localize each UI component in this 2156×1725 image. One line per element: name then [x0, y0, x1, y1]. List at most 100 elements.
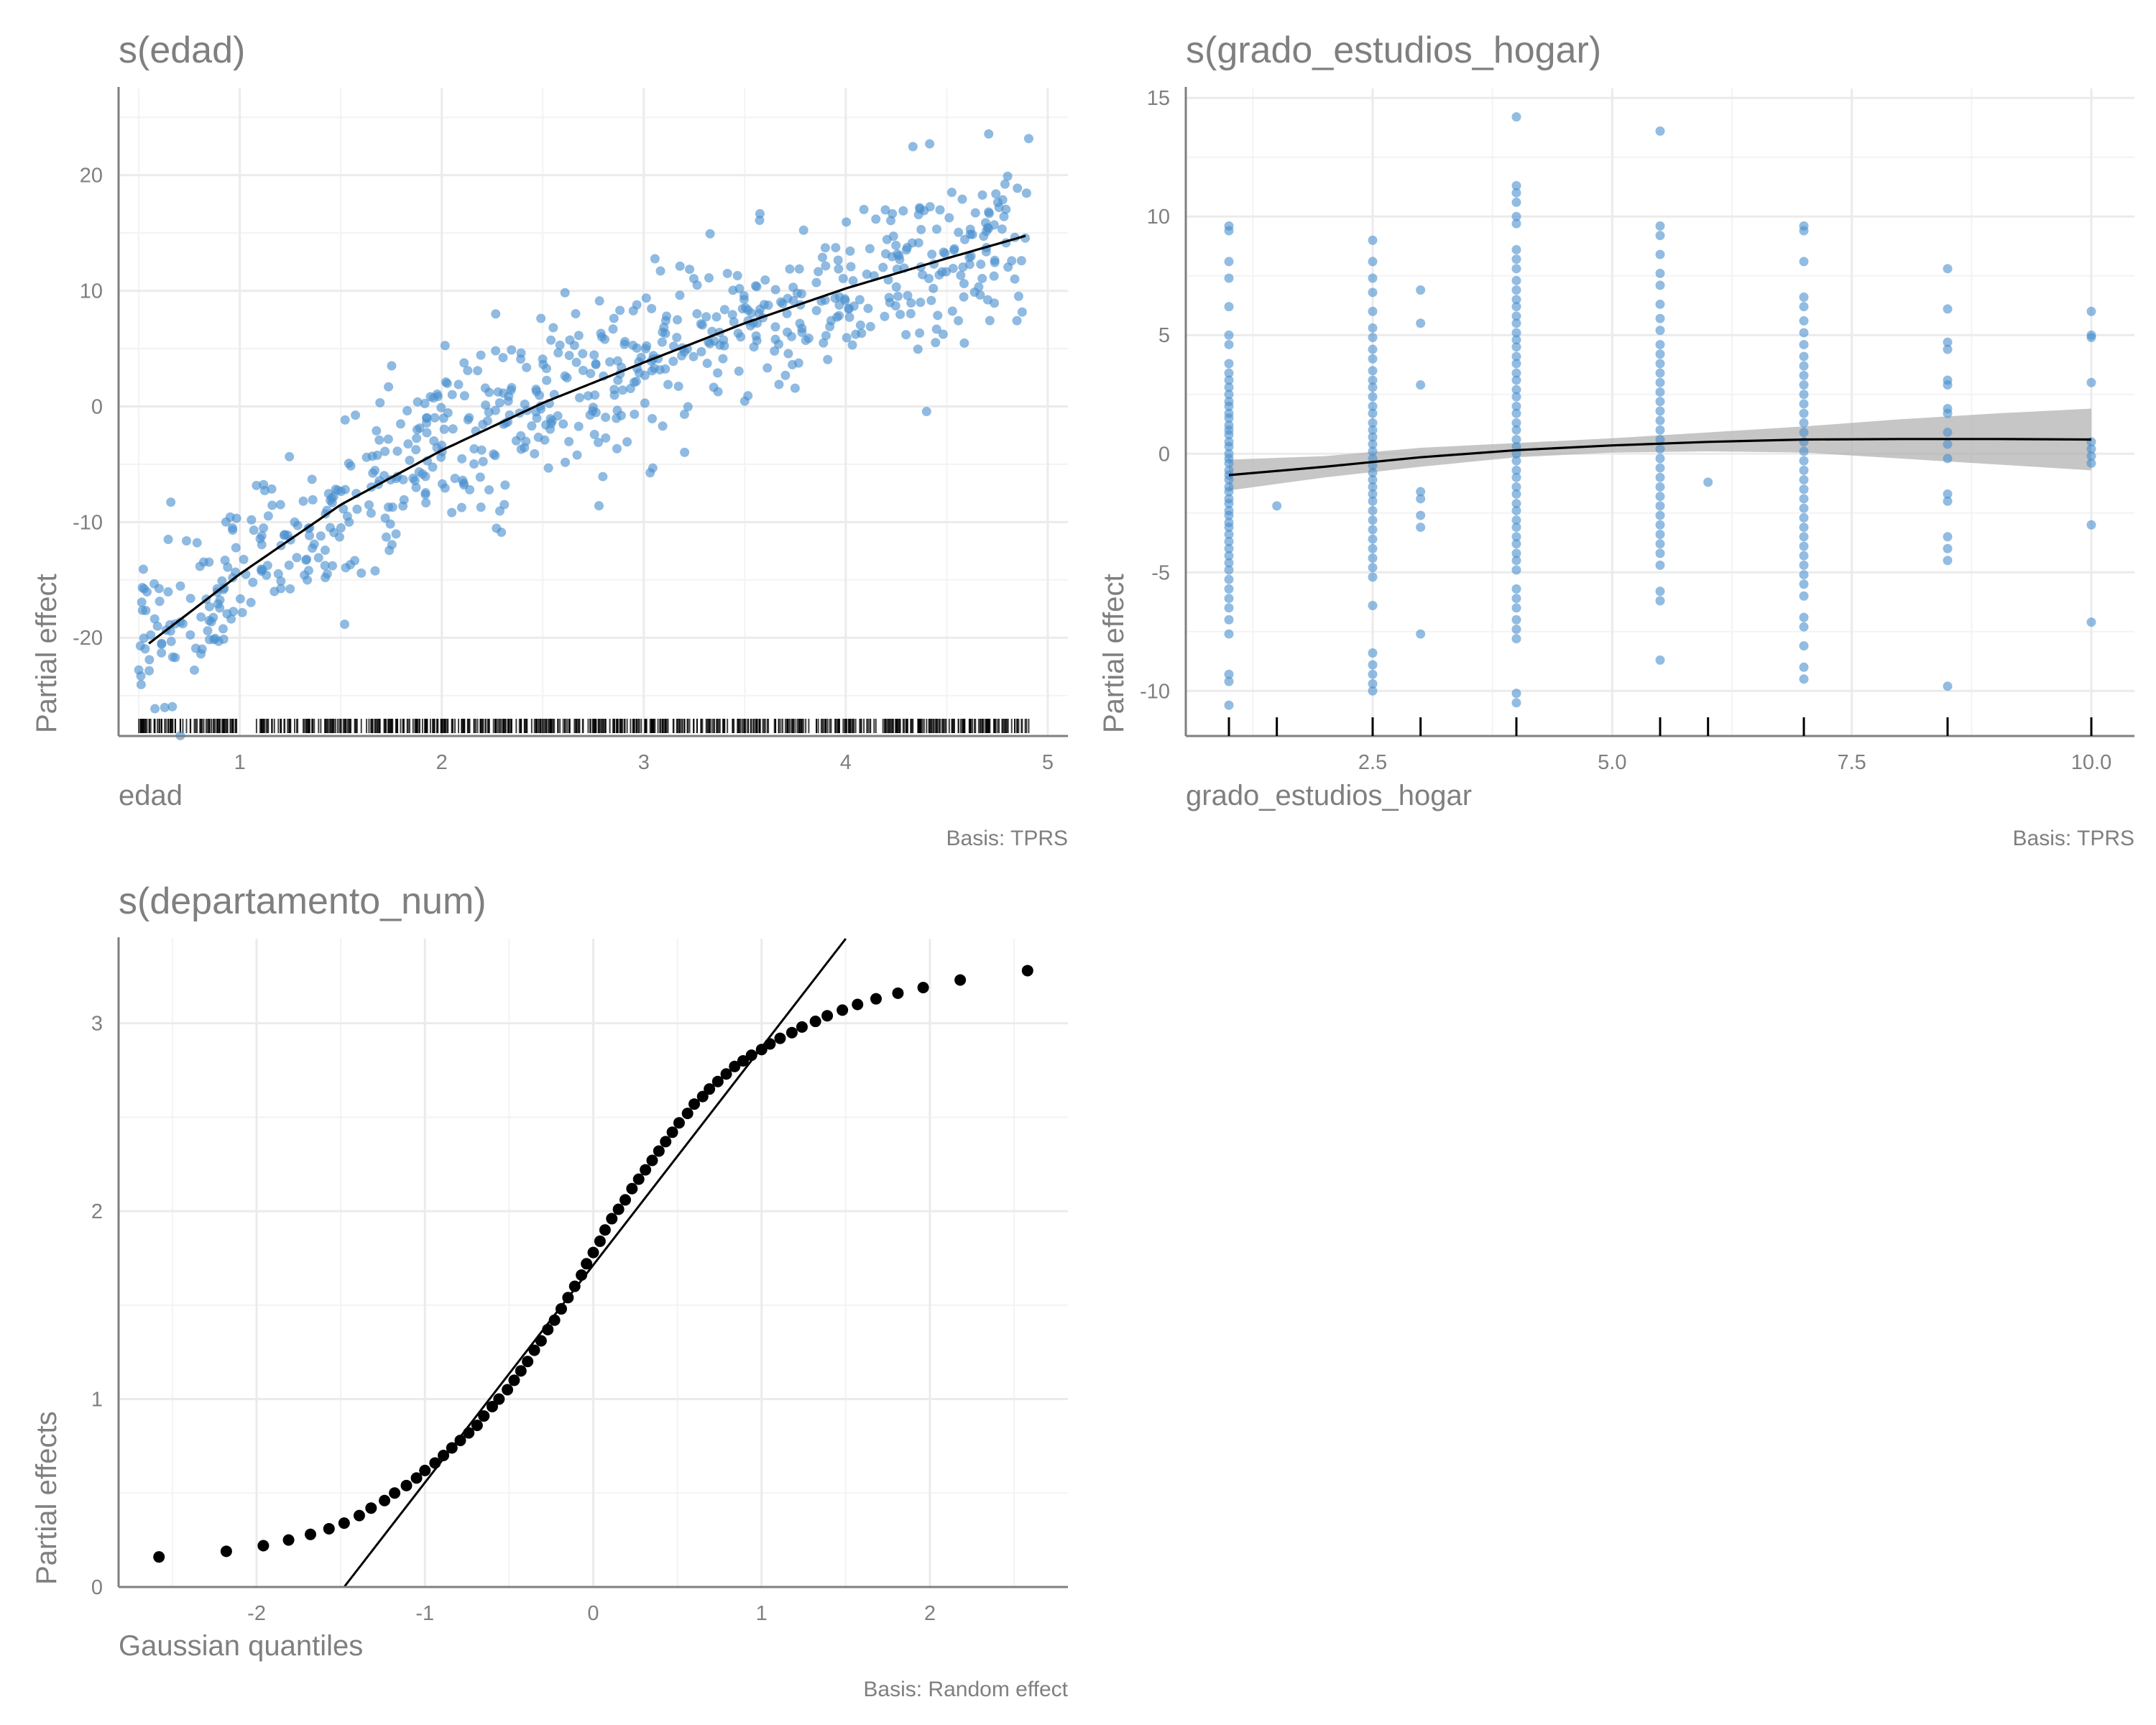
data-point	[998, 195, 1008, 205]
data-point	[977, 190, 987, 200]
scatter-points	[134, 129, 1033, 740]
x-axis-label: edad	[119, 780, 183, 811]
data-point	[1943, 454, 1953, 464]
data-point	[210, 633, 220, 643]
data-point	[1799, 316, 1809, 326]
data-point	[982, 295, 992, 305]
data-point	[1511, 342, 1521, 352]
data-point	[1368, 354, 1378, 364]
data-point	[957, 194, 967, 204]
data-point	[596, 328, 606, 339]
smooth-curve	[1228, 438, 2092, 477]
data-point	[1943, 344, 1953, 354]
data-point	[1224, 302, 1234, 312]
data-point	[573, 331, 584, 341]
data-point	[1655, 231, 1665, 241]
data-point	[842, 333, 852, 343]
data-point	[751, 331, 761, 341]
data-point	[770, 334, 780, 344]
data-point	[380, 446, 390, 456]
qq-point	[764, 1038, 776, 1050]
data-point	[949, 244, 959, 254]
data-point	[555, 340, 565, 350]
data-point	[453, 380, 464, 390]
data-point	[1368, 408, 1378, 418]
data-point	[403, 439, 413, 449]
data-point	[774, 380, 784, 390]
data-point	[157, 648, 167, 658]
data-point	[933, 310, 943, 321]
x-tick-label: 2	[436, 751, 448, 774]
qq-point	[688, 1098, 701, 1110]
data-point	[649, 363, 659, 373]
data-point	[558, 419, 568, 429]
data-point	[1799, 560, 1809, 570]
data-point	[915, 328, 925, 338]
qq-point	[755, 1044, 768, 1056]
qq-point	[438, 1449, 450, 1461]
data-point	[473, 366, 483, 376]
qq-point	[463, 1427, 475, 1439]
data-point	[989, 220, 999, 230]
data-point	[1511, 351, 1521, 362]
data-point	[1655, 415, 1665, 426]
data-point	[722, 268, 732, 278]
qq-point	[666, 1126, 678, 1138]
data-point	[1368, 475, 1378, 485]
data-point	[891, 240, 901, 250]
data-point	[1368, 563, 1378, 573]
data-point	[1368, 333, 1378, 343]
data-point	[225, 512, 235, 522]
data-point	[334, 532, 344, 542]
data-point	[530, 448, 540, 459]
data-point	[763, 363, 773, 373]
data-point	[859, 205, 869, 215]
data-point	[718, 354, 728, 364]
data-point	[290, 517, 300, 527]
data-point	[493, 387, 503, 397]
basis-caption: Basis: Random effect	[863, 1678, 1068, 1701]
data-point	[931, 338, 941, 348]
data-point	[535, 390, 545, 400]
data-point	[979, 231, 989, 242]
x-tick-label: 2	[924, 1602, 936, 1625]
data-point	[966, 251, 976, 261]
data-point	[422, 428, 432, 438]
data-point	[1224, 368, 1234, 378]
data-point	[1655, 326, 1665, 336]
qq-point	[745, 1049, 757, 1062]
data-point	[149, 614, 160, 624]
data-point	[457, 454, 467, 464]
data-point	[387, 540, 397, 550]
data-point	[392, 446, 402, 456]
data-point	[1799, 390, 1809, 400]
panel-title: s(grado_estudios_hogar)	[1186, 29, 1601, 71]
data-point	[1943, 428, 1953, 438]
data-point	[1799, 370, 1809, 380]
data-point	[412, 425, 422, 435]
data-point	[1010, 274, 1020, 284]
data-point	[1368, 257, 1378, 267]
data-point	[830, 293, 840, 303]
data-point	[650, 254, 660, 264]
y-tick-label: -10	[1140, 680, 1170, 703]
data-point	[728, 285, 738, 295]
data-point	[1016, 256, 1026, 266]
data-point	[1799, 418, 1809, 428]
data-point	[1511, 594, 1521, 604]
qq-point	[870, 993, 882, 1005]
data-point	[770, 285, 780, 295]
data-point	[356, 568, 367, 578]
data-point	[820, 243, 830, 253]
data-point	[1368, 439, 1378, 449]
data-point	[1655, 387, 1665, 397]
data-point	[1224, 565, 1234, 575]
data-point	[1224, 339, 1234, 349]
data-point	[1224, 523, 1234, 533]
data-point	[743, 305, 753, 315]
data-point	[954, 316, 964, 326]
data-point	[685, 264, 695, 275]
data-point	[198, 557, 208, 567]
data-point	[257, 565, 267, 575]
data-point	[305, 530, 315, 540]
